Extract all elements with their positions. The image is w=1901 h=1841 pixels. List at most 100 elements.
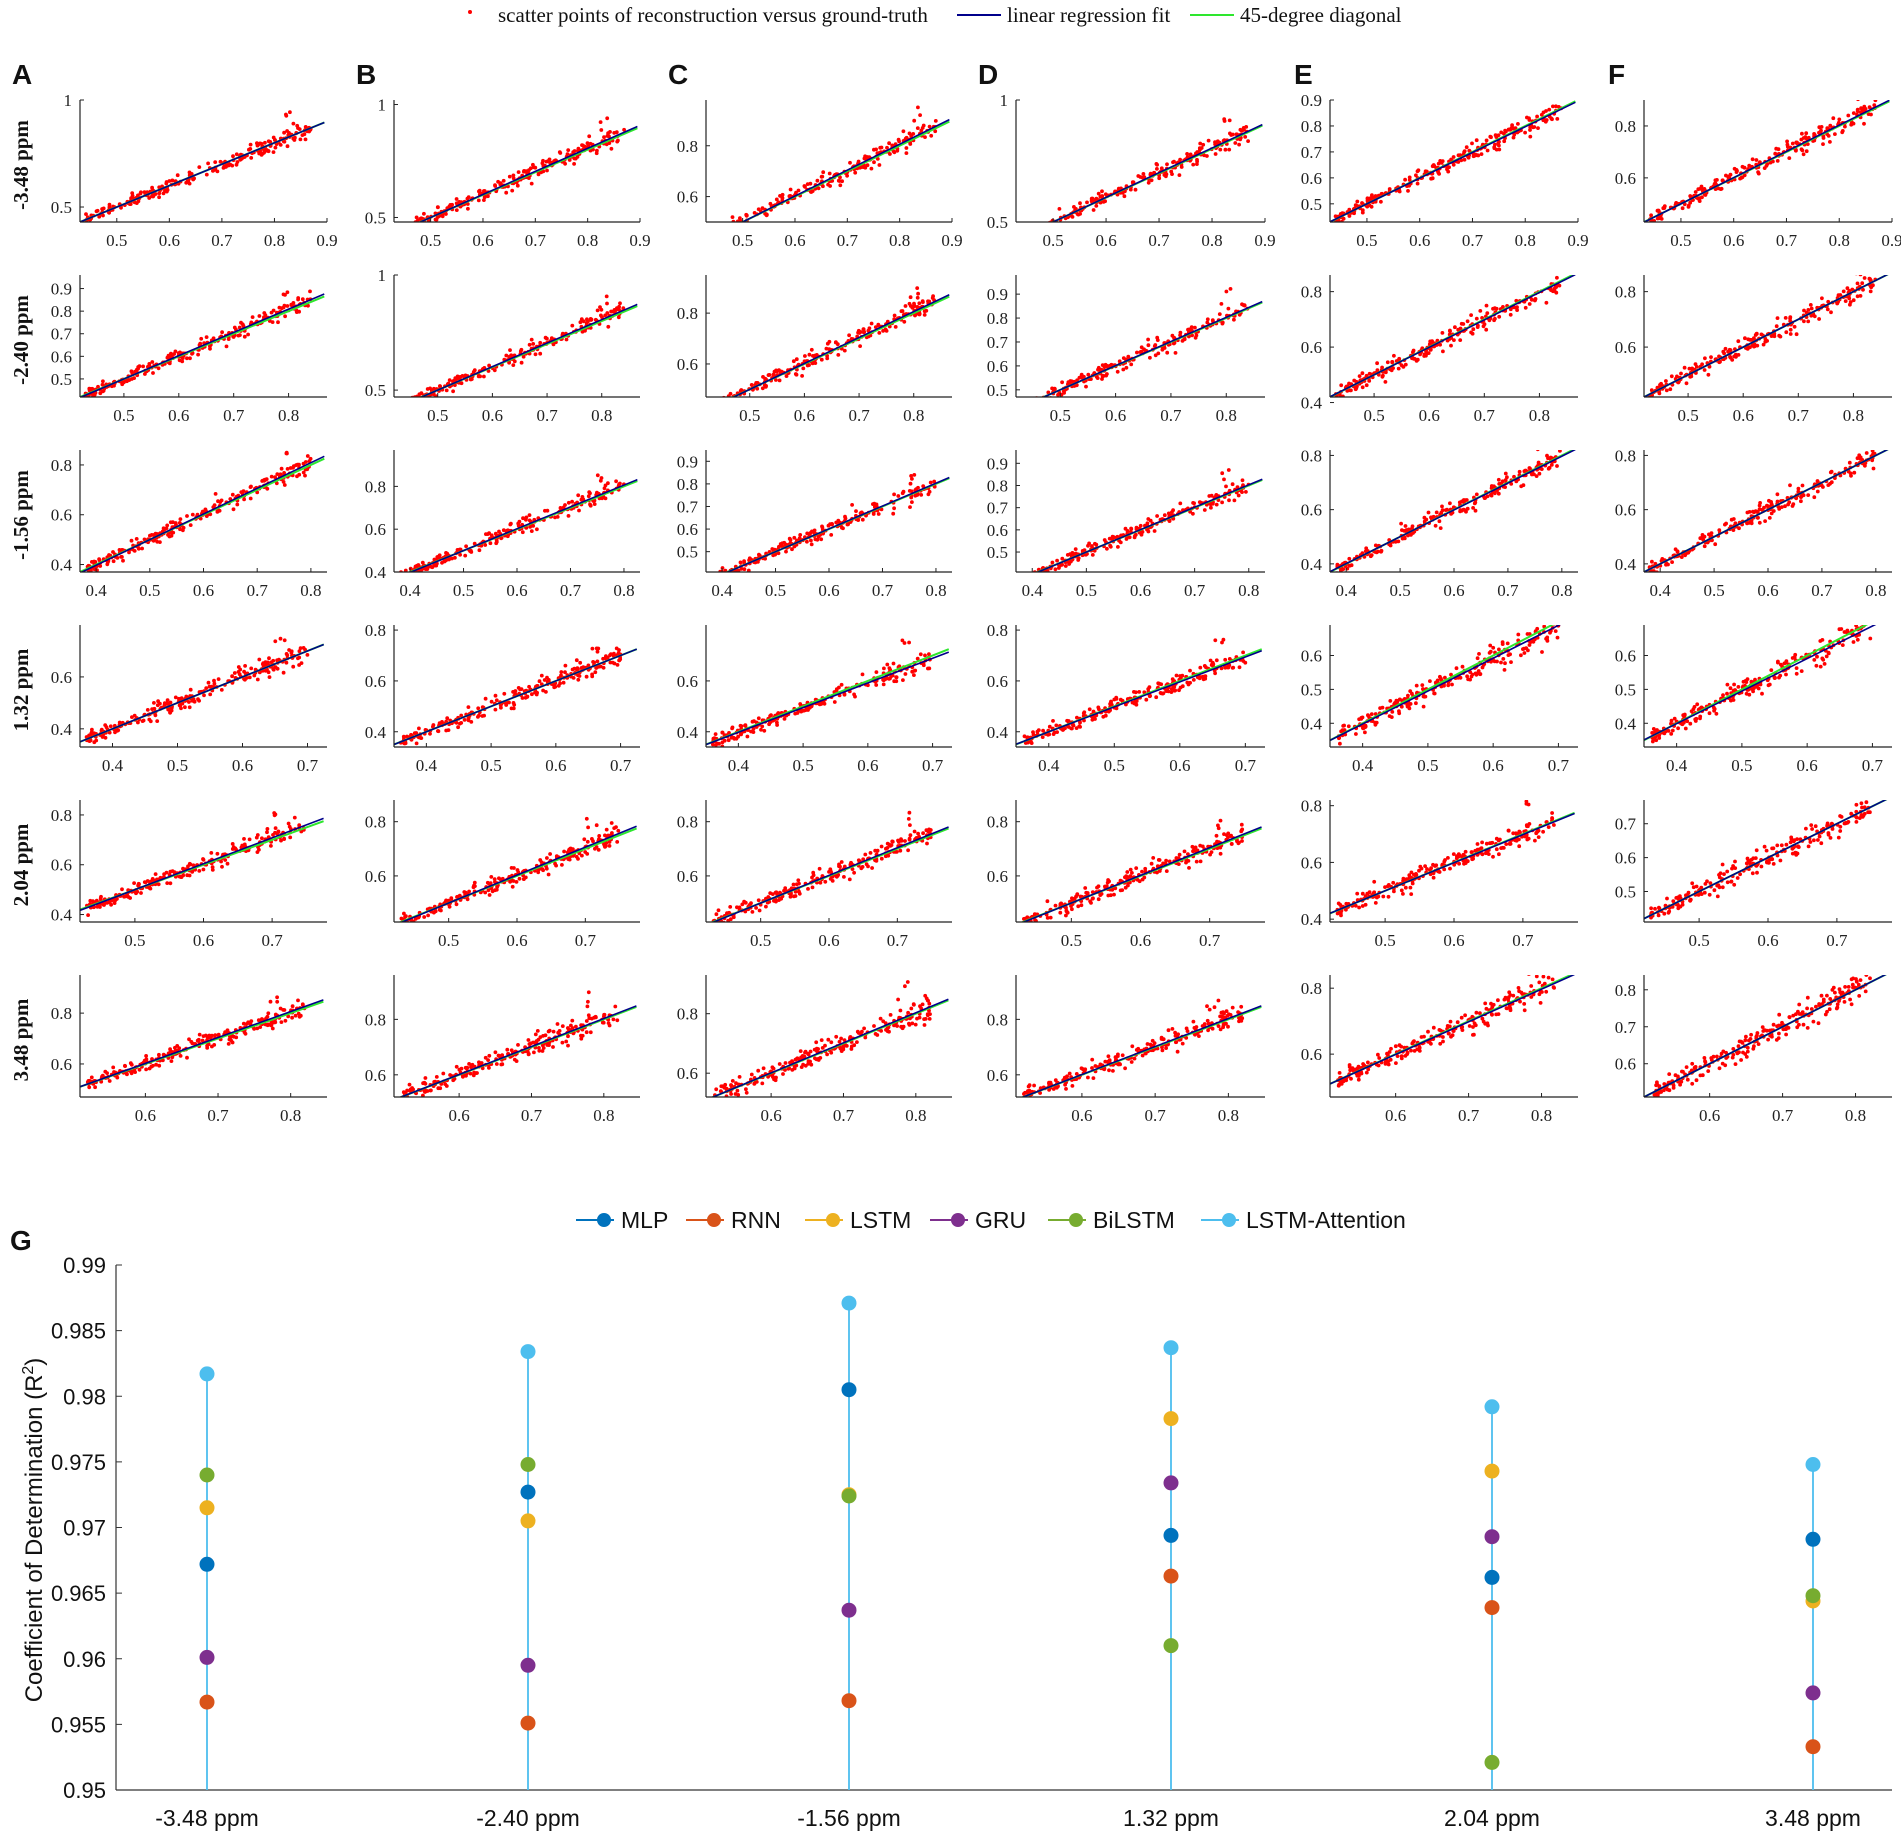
scatter-point [292,137,296,141]
scatter-point [531,342,535,346]
y-tick-label: 0.6 [677,355,698,374]
panel-letter-C: C [668,59,688,90]
scatter-point [738,224,742,228]
scatter-point [108,203,112,207]
scatter-point [853,171,857,175]
panel-lines [1330,101,1575,222]
scatter-point [1129,188,1133,192]
y-tick-label: 0.9 [677,452,698,471]
scatter-point [780,541,784,545]
scatter-point [844,517,848,521]
scatter-point [1025,399,1029,403]
scatter-outlier [605,295,609,299]
scatter-point [1743,336,1747,340]
scatter-point [189,688,193,692]
scatter-point [1703,187,1707,191]
scatter-point [1493,143,1497,147]
x-tick-label: 0.5 [1363,406,1384,425]
scatter-point [614,308,618,312]
scatter-point [521,530,525,534]
y-tick-label: 0.5 [365,381,386,400]
scatter-point [508,348,512,352]
scatter-point [401,225,405,229]
scatter-point [1142,172,1146,176]
scatter-point [810,530,814,534]
scatter-point [727,397,731,401]
x-tick-label: 0.9 [941,231,962,250]
scatter-point [445,389,449,393]
scatter-point [516,184,520,188]
scatter-point [1873,95,1877,99]
scatter-point [133,714,137,718]
scatter-point [1233,499,1237,503]
scatter-point [1379,200,1383,204]
scatter-point [897,140,901,144]
scatter-point [214,492,218,496]
scatter-point [1869,290,1873,294]
scatter-point [1767,499,1771,503]
x-tick-label: 0.6 [818,581,839,600]
scatter-point [608,130,612,134]
scatter-point [199,337,203,341]
scatter-point [158,540,162,544]
row-label: 3.48 ppm [9,998,33,1081]
scatter-point [602,135,606,139]
x-tick-label: 0.8 [264,231,285,250]
scatter-point [512,174,516,178]
scatter-point [301,297,305,301]
y-tick-label: 0.7 [51,325,73,344]
scatter-point [1043,224,1047,228]
scatter-point [408,398,412,402]
y-tick-label: 0.8 [1615,283,1636,302]
scatter-point [1020,237,1024,241]
scatter-point [1501,479,1505,483]
scatter-point [1859,294,1863,298]
scatter-point [1038,398,1042,402]
x-tick-label: 0.9 [316,231,337,250]
scatter-point [805,540,809,544]
scatter-point [870,322,874,326]
scatter-point [1365,383,1369,387]
x-tick-label: 0.8 [1529,406,1550,425]
scatter-point [544,336,548,340]
scatter-point [820,358,824,362]
scatter-point [510,189,514,193]
scatter-point [553,516,557,520]
row-label: 2.04 ppm [9,823,33,906]
scatter-point [1448,329,1452,333]
scatter-point [402,576,406,580]
scatter-point [1108,544,1112,548]
x-tick-label: 0.6 [1443,581,1464,600]
scatter-point [1768,516,1772,520]
scatter-point [171,520,175,524]
scatter-point [1078,201,1082,205]
scatter-outlier [282,293,286,297]
x-tick-label: 0.6 [1105,406,1126,425]
scatter-point [205,173,209,177]
scatter-point [578,674,582,678]
scatter-outlier [1541,88,1545,92]
scatter-point [1441,350,1445,354]
scatter-point [1737,526,1741,530]
y-tick-label: 1 [1000,91,1009,110]
x-tick-label: 0.7 [1148,231,1170,250]
scatter-outlier [1854,272,1858,276]
scatter-point [1153,343,1157,347]
scatter-point [411,396,415,400]
scatter-point [1749,338,1753,342]
x-tick-label: 0.7 [536,406,558,425]
scatter-point [1872,467,1876,471]
scatter-point [1533,298,1537,302]
y-tick-label: 0.4 [1301,394,1323,413]
x-tick-label: 0.5 [113,406,134,425]
scatter-point [408,404,412,408]
scatter-point [1650,560,1654,564]
scatter-point [723,399,727,403]
scatter-point [1366,197,1370,201]
scatter-point [825,347,829,351]
scatter-point [617,315,621,319]
y-tick-label: 0.6 [51,347,72,366]
scatter-point [1355,200,1359,204]
